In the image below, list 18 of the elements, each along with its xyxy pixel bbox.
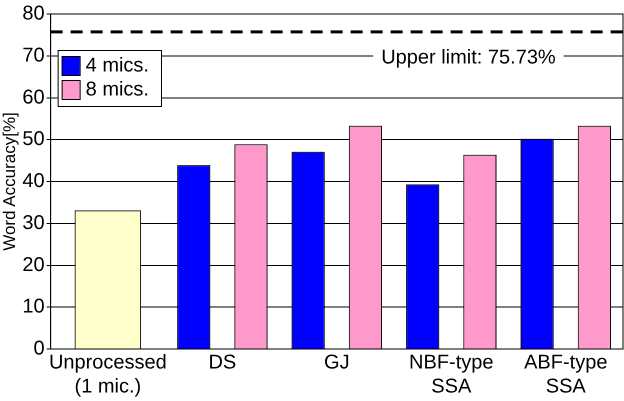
y-tick-label: 0 bbox=[34, 338, 45, 360]
x-tick-label: GJ bbox=[324, 352, 350, 374]
y-axis-title: Word Accuracy[%] bbox=[0, 112, 19, 251]
x-tick-label: DS bbox=[208, 352, 236, 374]
y-tick-label: 80 bbox=[22, 2, 45, 25]
legend-label: 8 mics. bbox=[86, 78, 149, 101]
x-tick-label: NBF-type SSA bbox=[409, 352, 494, 398]
legend-label: 4 mics. bbox=[86, 54, 149, 77]
y-tick-label: 10 bbox=[22, 296, 45, 318]
y-tick-label: 70 bbox=[22, 44, 45, 66]
y-tick-label: 60 bbox=[22, 86, 45, 108]
y-tick-label: 50 bbox=[22, 128, 45, 150]
x-tick-label: ABF-type SSA bbox=[524, 352, 608, 398]
ref-line-label: Upper limit: 75.73% bbox=[381, 46, 556, 68]
y-tick-label: 30 bbox=[22, 212, 45, 234]
y-tick-label: 40 bbox=[22, 170, 45, 192]
y-tick-label: 20 bbox=[22, 254, 45, 276]
x-tick-label: Unprocessed (1 mic.) bbox=[48, 352, 167, 398]
